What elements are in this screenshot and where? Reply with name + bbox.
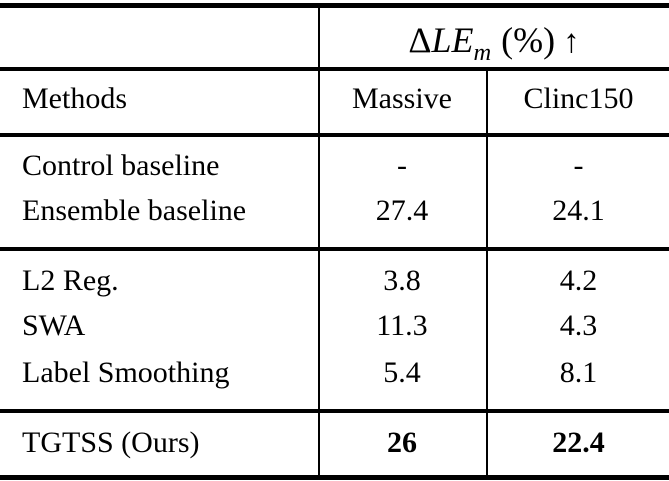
table-rule-top xyxy=(0,3,669,8)
metric-header-row: ΔLEm (%) ↑ xyxy=(0,20,669,65)
table-rule-below-column-header xyxy=(0,133,669,137)
method-cell: Label Smoothing xyxy=(22,356,230,389)
massive-value-cell: 27.4 xyxy=(375,194,429,227)
method-cell: TGTSS (Ours) xyxy=(22,426,200,459)
method-cell: SWA xyxy=(22,309,86,342)
metric-subscript: m xyxy=(473,39,492,67)
clinc150-value-cell: 8.1 xyxy=(559,356,598,389)
table-rule-below-methods xyxy=(0,409,669,413)
table-rule-bottom xyxy=(0,475,669,480)
up-arrow-icon: ↑ xyxy=(563,23,580,60)
table-row-control-baseline: Control baseline - - xyxy=(0,147,669,185)
method-cell: L2 Reg. xyxy=(22,264,119,297)
column-header-methods: Methods xyxy=(22,82,127,115)
massive-value-cell: - xyxy=(397,149,407,182)
massive-value-cell: 3.8 xyxy=(383,264,421,297)
method-cell: Ensemble baseline xyxy=(22,194,247,227)
table-row-swa: SWA 11.3 4.3 xyxy=(0,307,669,345)
massive-value-cell: 11.3 xyxy=(376,309,428,342)
metric-unit: (%) xyxy=(501,20,556,60)
column-divider-methods xyxy=(318,7,320,475)
clinc150-value-cell: 4.3 xyxy=(559,309,598,342)
column-header-massive: Massive xyxy=(352,82,452,115)
table-row-tgtss-ours: TGTSS (Ours) 26 22.4 xyxy=(0,424,669,462)
clinc150-value-cell: 22.4 xyxy=(552,426,605,459)
massive-value-cell: 5.4 xyxy=(383,356,421,389)
column-header-row: Methods Massive Clinc150 xyxy=(0,80,669,118)
table-row-label-smoothing: Label Smoothing 5.4 8.1 xyxy=(0,354,669,392)
table-row-l2-reg: L2 Reg. 3.8 4.2 xyxy=(0,262,669,300)
clinc150-value-cell: - xyxy=(573,149,584,182)
metric-header: ΔLEm (%) ↑ xyxy=(319,20,669,65)
clinc150-value-cell: 4.2 xyxy=(559,264,598,297)
table-row-ensemble-baseline: Ensemble baseline 27.4 24.1 xyxy=(0,192,669,230)
column-divider-datasets xyxy=(486,71,488,475)
column-header-clinc150: Clinc150 xyxy=(523,82,634,115)
clinc150-value-cell: 24.1 xyxy=(552,194,605,227)
massive-value-cell: 26 xyxy=(387,426,417,459)
method-cell: Control baseline xyxy=(22,149,220,182)
table-rule-below-baselines xyxy=(0,247,669,251)
metric-name: LE xyxy=(431,20,474,60)
table-rule-below-metric-header xyxy=(0,67,669,71)
delta-symbol: Δ xyxy=(408,20,432,60)
